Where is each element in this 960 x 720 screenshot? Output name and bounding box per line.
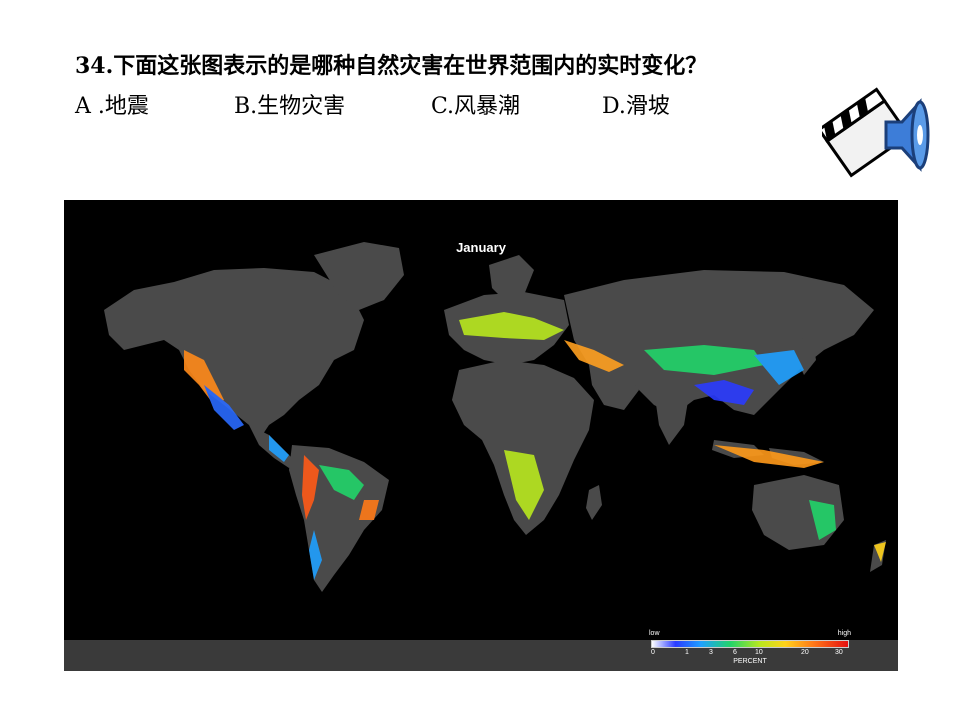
legend-tick: 20 (801, 649, 809, 656)
question-text: 34.下面这张图表示的是哪种自然灾害在世界范围内的实时变化？ (75, 53, 708, 79)
clapperboard-speaker-icon[interactable] (817, 80, 930, 180)
legend-high-label: high (837, 630, 851, 637)
landslide-map: January low high 0 1 3 6 10 20 30 PERCEN… (64, 200, 898, 671)
legend-tick: 1 (685, 649, 689, 656)
legend-color-bar (651, 640, 849, 648)
legend-tick: 10 (755, 649, 763, 656)
legend-unit: PERCENT (733, 658, 767, 665)
world-map-graphic (64, 200, 898, 671)
legend-tick: 3 (709, 649, 713, 656)
legend-low-label: low (649, 630, 660, 637)
option-b[interactable]: B.生物灾害 (234, 94, 346, 119)
option-a[interactable]: A .地震 (75, 94, 149, 119)
option-c[interactable]: C.风暴潮 (431, 94, 521, 119)
answer-options: A .地震 B.生物灾害 C.风暴潮 D.滑坡 (75, 88, 670, 120)
map-title: January (456, 240, 506, 255)
legend-tick: 0 (651, 649, 655, 656)
legend-tick: 30 (835, 649, 843, 656)
option-d[interactable]: D.滑坡 (602, 94, 670, 119)
map-legend: low high 0 1 3 6 10 20 30 PERCENT (649, 630, 851, 666)
legend-tick: 6 (733, 649, 737, 656)
legend-ticks: 0 1 3 6 10 20 30 (649, 649, 851, 658)
